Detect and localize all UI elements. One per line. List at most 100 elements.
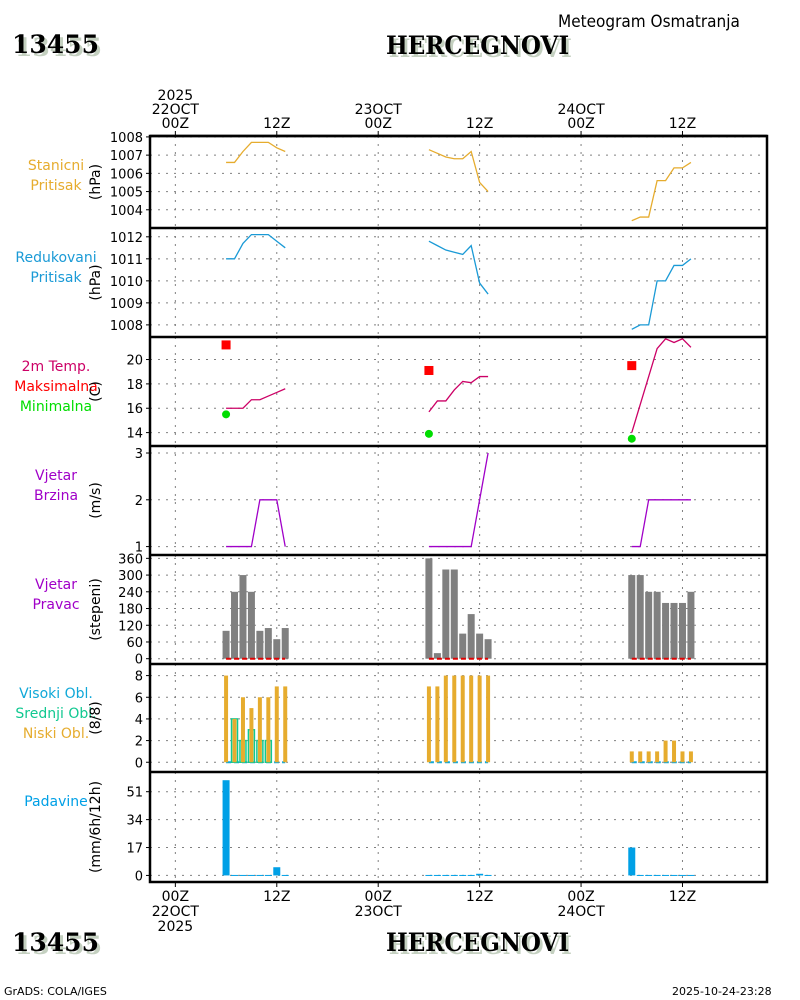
x-tick-label-bottom: 23OCT bbox=[355, 904, 403, 920]
bar-low-cloud bbox=[426, 686, 431, 763]
y-axis-label: (m/s) bbox=[88, 482, 104, 519]
panel-label-station-pressure: Pritisak bbox=[30, 178, 82, 194]
y-tick-label: 1012 bbox=[110, 231, 143, 246]
bar-precipitation bbox=[425, 874, 433, 876]
bar-wind-direction bbox=[239, 575, 247, 659]
panel-label-clouds: Visoki Obl. bbox=[19, 686, 93, 702]
chart-subtitle: Meteogram Osmatranja bbox=[558, 12, 740, 32]
panel-temperature: 14 16 18 20 (C) bbox=[88, 335, 767, 446]
bar-precipitation bbox=[636, 874, 644, 876]
y-tick-label: 1011 bbox=[110, 253, 143, 268]
station-id-top: 13455 bbox=[12, 30, 99, 59]
bar-wind-direction bbox=[459, 633, 467, 659]
series-line-wind-speed bbox=[631, 499, 691, 548]
plot-frame bbox=[148, 134, 769, 884]
x-tick-label-top: 24OCT bbox=[557, 102, 605, 118]
y-tick-label: 240 bbox=[118, 586, 143, 601]
bar-precipitation bbox=[264, 874, 272, 876]
panel-label-clouds: Srednji Obl. bbox=[15, 706, 97, 722]
bar-precipitation bbox=[484, 874, 492, 876]
bar-wind-direction bbox=[231, 591, 239, 659]
bar-precipitation bbox=[628, 847, 636, 876]
panel-label-wind-direction: Pravac bbox=[32, 597, 80, 613]
tmin-marker bbox=[627, 434, 636, 443]
y-tick-label: 1009 bbox=[110, 297, 143, 312]
panel-label-precipitation: Padavine bbox=[24, 794, 88, 810]
y-tick-label: 16 bbox=[126, 402, 143, 417]
bar-wind-direction bbox=[628, 575, 636, 659]
y-tick-label: 1008 bbox=[110, 131, 143, 146]
panel-clouds: 0 2 4 6 8 (8/8) bbox=[88, 662, 767, 772]
station-name-top: HERCEGNOVI bbox=[386, 31, 570, 60]
bar-wind-direction bbox=[273, 639, 281, 659]
bar-low-cloud bbox=[469, 675, 474, 763]
bar-wind-direction bbox=[645, 591, 653, 659]
y-tick-label: 17 bbox=[126, 842, 143, 857]
bar-low-cloud bbox=[688, 751, 693, 763]
bar-low-cloud bbox=[460, 675, 465, 763]
y-tick-label: 120 bbox=[118, 619, 143, 634]
bar-low-cloud bbox=[646, 751, 651, 763]
bar-precipitation bbox=[467, 874, 475, 876]
y-tick-label: 300 bbox=[118, 569, 143, 584]
bar-wind-direction bbox=[476, 633, 484, 659]
panel-label-clouds: Niski Obl. bbox=[22, 726, 90, 742]
y-tick-label: 20 bbox=[126, 354, 143, 369]
panel-label-temperature: Maksimalna bbox=[14, 379, 98, 395]
bar-wind-direction bbox=[662, 602, 670, 659]
y-tick-label: 4 bbox=[135, 713, 143, 728]
bar-low-cloud bbox=[443, 675, 448, 763]
bar-precipitation bbox=[678, 874, 686, 876]
x-tick-label-top: 00Z bbox=[567, 116, 594, 132]
bar-low-cloud bbox=[672, 740, 677, 763]
bar-low-cloud bbox=[240, 697, 245, 763]
bar-low-cloud bbox=[477, 675, 482, 763]
bar-low-cloud bbox=[638, 751, 643, 763]
bar-wind-direction bbox=[281, 628, 289, 659]
series-line-station-pressure bbox=[226, 141, 286, 164]
y-tick-label: 1010 bbox=[110, 275, 143, 290]
x-tick-label-top: 12Z bbox=[466, 116, 493, 132]
series-line-station-pressure bbox=[631, 161, 692, 222]
x-tick-label-top: 00Z bbox=[365, 116, 392, 132]
panel-label-reduced-pressure: Pritisak bbox=[30, 270, 82, 286]
bar-low-cloud bbox=[274, 686, 279, 763]
y-tick-label: 1004 bbox=[110, 204, 143, 219]
y-tick-label: 0 bbox=[135, 756, 143, 771]
bar-wind-direction bbox=[256, 630, 264, 659]
x-tick-label-bottom: 00Z bbox=[567, 889, 594, 905]
y-tick-label: 2 bbox=[135, 735, 143, 750]
y-axis-label: (stepeni) bbox=[88, 578, 104, 641]
y-axis-label: (C) bbox=[88, 381, 104, 402]
bar-wind-direction bbox=[670, 602, 678, 659]
y-tick-label: 1006 bbox=[110, 167, 143, 182]
tmin-marker bbox=[424, 429, 433, 438]
x-tick-label-top: 22OCT bbox=[152, 102, 200, 118]
series-line-temperature bbox=[631, 338, 692, 433]
bar-wind-direction bbox=[484, 639, 492, 659]
bar-low-cloud bbox=[249, 708, 254, 763]
series-line-temperature bbox=[226, 388, 286, 409]
bar-wind-direction bbox=[442, 569, 450, 659]
x-tick-label-bottom: 00Z bbox=[162, 889, 189, 905]
panel-label-wind-speed: Vjetar bbox=[35, 468, 77, 484]
x-tick-label-bottom: 00Z bbox=[365, 889, 392, 905]
y-tick-label: 180 bbox=[118, 603, 143, 618]
panel-label-temperature: Minimalna bbox=[19, 399, 93, 415]
panel-label-station-pressure: Stanicni bbox=[27, 158, 85, 174]
tmax-marker bbox=[627, 361, 637, 371]
bar-precipitation bbox=[653, 874, 661, 876]
panel-station-pressure: 1004 1005 1006 1007 1008 (hPa) bbox=[88, 131, 767, 228]
bar-low-cloud bbox=[655, 751, 660, 763]
y-tick-label: 1 bbox=[135, 541, 143, 556]
render-timestamp: 2025-10-24-23:28 bbox=[672, 985, 772, 998]
bar-wind-direction bbox=[467, 614, 475, 659]
bar-precipitation bbox=[670, 874, 678, 876]
x-tick-label-bottom: 24OCT bbox=[557, 904, 605, 920]
series-line-reduced-pressure bbox=[428, 240, 489, 295]
grads-credit: GrADS: COLA/IGES bbox=[4, 985, 107, 998]
y-axis-label: (8/8) bbox=[88, 701, 104, 734]
bar-precipitation bbox=[662, 874, 670, 876]
bar-low-cloud bbox=[435, 686, 440, 763]
